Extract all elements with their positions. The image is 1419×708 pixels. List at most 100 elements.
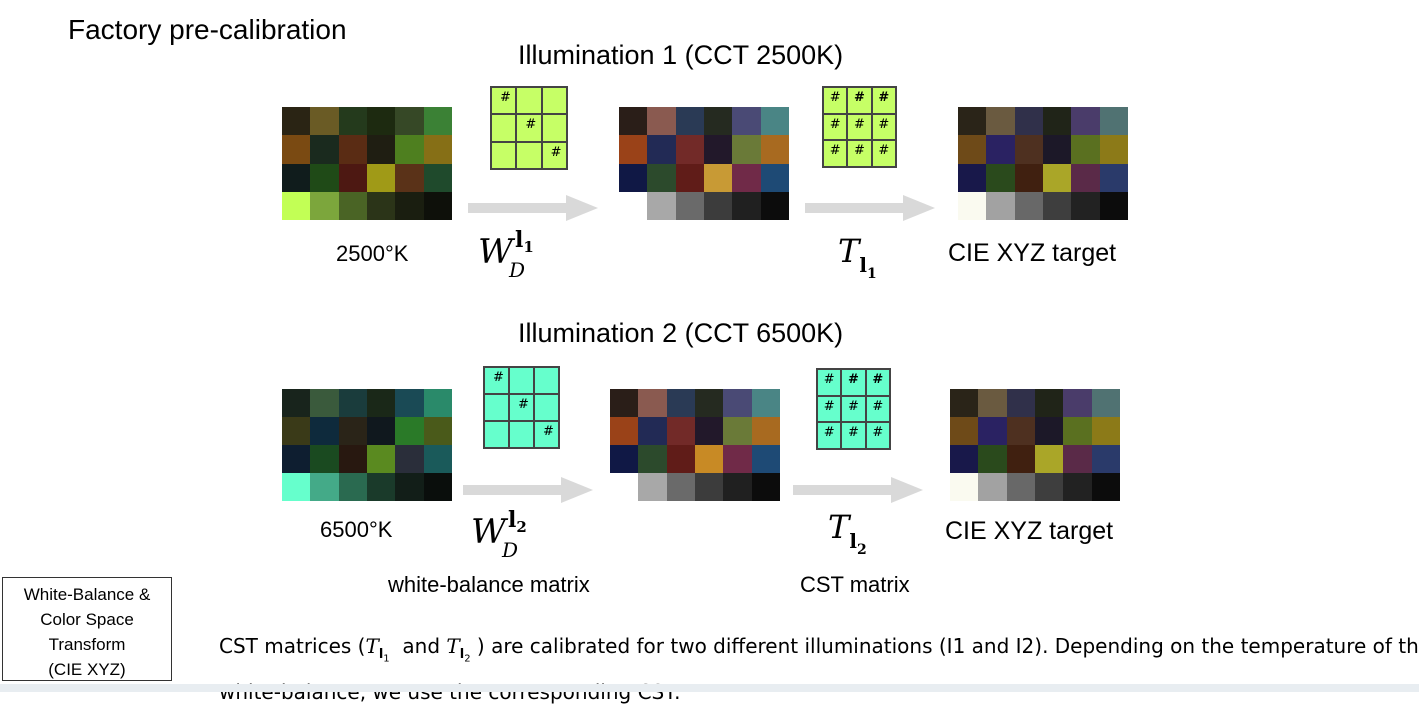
color-patch [338, 163, 367, 192]
color-patch [638, 389, 667, 417]
color-patch [310, 473, 339, 501]
color-patch [310, 191, 339, 220]
white-balanced-chart-2 [610, 389, 780, 501]
matrix-cell [541, 87, 567, 115]
color-patch [1099, 163, 1128, 192]
matrix-cell: # [823, 87, 848, 114]
color-patch [338, 135, 367, 164]
color-patch [978, 473, 1007, 501]
color-patch [950, 389, 979, 417]
arrow-wb-1 [468, 195, 598, 221]
color-patch [751, 389, 780, 417]
color-patch [395, 445, 424, 473]
matrix-cell [516, 141, 542, 169]
matrix-cell: # [847, 140, 872, 167]
matrix-cell: # [871, 113, 896, 141]
color-patch [423, 163, 452, 192]
color-patch [1043, 135, 1072, 164]
color-patch [732, 163, 761, 192]
color-patch [695, 417, 724, 445]
color-patch [647, 107, 676, 136]
color-patch [1091, 445, 1120, 473]
color-patch [423, 135, 452, 164]
color-patch [1006, 417, 1035, 445]
color-patch [751, 417, 780, 445]
color-patch [338, 445, 367, 473]
color-patch [958, 107, 987, 136]
color-patch [338, 191, 367, 220]
color-patch [704, 135, 733, 164]
color-patch [1043, 107, 1072, 136]
color-patch [732, 107, 761, 136]
cst-matrix-2: # # # # # # # # # [816, 368, 891, 450]
color-patch [950, 445, 979, 473]
arrow-wb-2 [463, 477, 593, 503]
color-patch [723, 473, 752, 501]
color-patch [338, 473, 367, 501]
white-balanced-chart-1 [619, 107, 789, 220]
color-patch [1006, 389, 1035, 417]
color-patch [732, 135, 761, 164]
matrix-cell: # [865, 369, 890, 396]
color-patch [367, 389, 396, 417]
color-patch [751, 445, 780, 473]
bottom-bar [0, 684, 1419, 692]
color-patch [1071, 191, 1100, 220]
target-label-2: CIE XYZ target [945, 517, 1114, 545]
color-patch [751, 473, 780, 501]
color-patch [423, 473, 452, 501]
color-patch [723, 445, 752, 473]
color-patch [367, 163, 396, 192]
source-color-chart-1 [282, 107, 452, 220]
target-chart-1 [958, 107, 1128, 220]
color-patch [1099, 191, 1128, 220]
matrix-cell [509, 367, 534, 394]
color-patch [610, 417, 639, 445]
color-patch [1091, 389, 1120, 417]
color-patch [675, 107, 704, 136]
color-patch [1043, 163, 1072, 192]
color-patch [310, 389, 339, 417]
color-patch [950, 473, 979, 501]
color-patch [610, 445, 639, 473]
color-patch [1035, 473, 1064, 501]
color-patch [638, 473, 667, 501]
wb-symbol-1: WDl1 [478, 227, 534, 282]
cst-symbol-1: Tl1 [838, 232, 877, 282]
cst-matrix-caption: CST matrix [800, 572, 910, 597]
color-patch [666, 473, 695, 501]
color-patch [666, 445, 695, 473]
color-patch [610, 389, 639, 417]
page-title: Factory pre-calibration [68, 14, 347, 45]
color-patch [338, 107, 367, 136]
cst-matrix-1: # # # # # # # # # [822, 86, 897, 168]
color-patch [282, 445, 311, 473]
target-chart-2 [950, 389, 1120, 501]
matrix-cell: # [865, 395, 890, 423]
color-patch [395, 135, 424, 164]
matrix-cell: # [871, 140, 896, 167]
color-patch [282, 135, 311, 164]
matrix-cell [541, 114, 567, 142]
color-patch [1063, 417, 1092, 445]
color-patch [1091, 473, 1120, 501]
color-patch [666, 389, 695, 417]
color-patch [619, 107, 648, 136]
sidebox-label: White-Balance & Color Space Transform (C… [2, 577, 172, 681]
color-patch [978, 389, 1007, 417]
color-patch [619, 191, 648, 220]
matrix-cell: # [817, 395, 842, 423]
matrix-cell: # [841, 369, 866, 396]
color-patch [1091, 417, 1120, 445]
color-patch [282, 417, 311, 445]
matrix-cell [484, 394, 509, 421]
color-patch [282, 107, 311, 136]
color-patch [1006, 445, 1035, 473]
color-patch [367, 417, 396, 445]
color-patch [760, 107, 789, 136]
sidebox-line: Color Space [40, 610, 134, 629]
color-patch [704, 191, 733, 220]
matrix-cell [509, 421, 534, 448]
color-patch [958, 135, 987, 164]
color-patch [423, 191, 452, 220]
